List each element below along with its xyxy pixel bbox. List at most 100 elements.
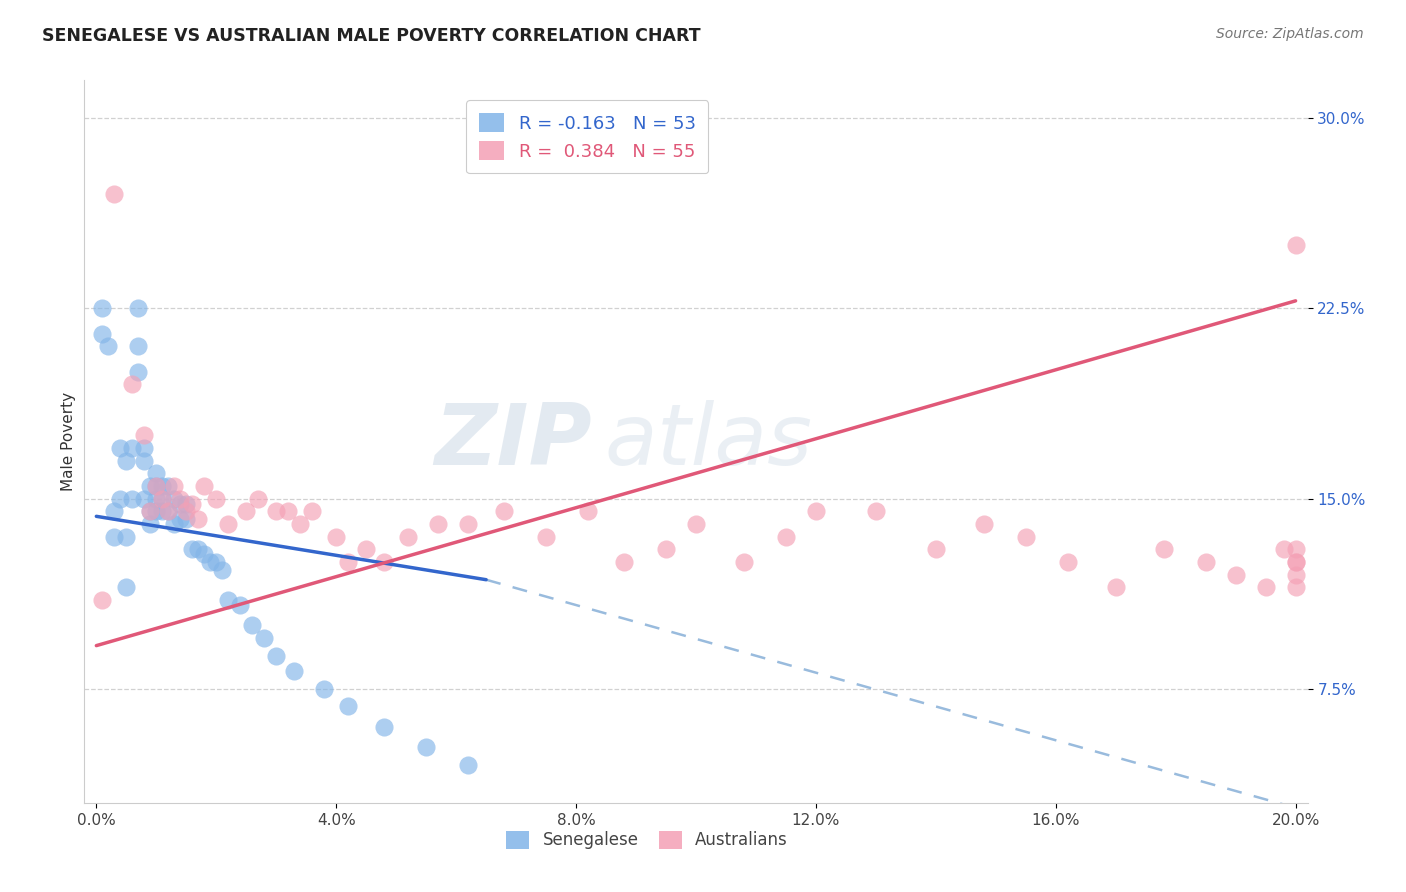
Point (457, 516, 479, 531)
Point (1056, 555, 1078, 569)
Point (174, 512, 197, 526)
Point (103, 530, 125, 544)
Point (150, 504, 173, 518)
Point (314, 681, 336, 696)
Point (1284, 555, 1306, 569)
Text: SENEGALESE VS AUSTRALIAN MALE POVERTY CORRELATION CHART: SENEGALESE VS AUSTRALIAN MALE POVERTY CO… (42, 27, 700, 45)
Point (283, 664, 305, 678)
Point (1284, 542, 1306, 557)
Point (157, 504, 180, 518)
Point (187, 512, 209, 526)
Point (205, 555, 228, 569)
Point (264, 504, 287, 518)
Point (121, 441, 143, 455)
Legend: Senegalese, Australians: Senegalese, Australians (499, 824, 794, 856)
Point (110, 441, 132, 455)
Point (193, 479, 215, 493)
Point (174, 497, 197, 511)
Point (134, 453, 156, 467)
Point (150, 491, 173, 506)
Point (973, 516, 995, 531)
Point (139, 504, 162, 518)
Point (134, 428, 156, 442)
Point (163, 479, 186, 493)
Point (169, 491, 191, 506)
Text: ZIP: ZIP (434, 400, 592, 483)
Point (134, 441, 156, 455)
Point (865, 504, 887, 518)
Point (415, 739, 437, 754)
Point (127, 339, 149, 353)
Point (457, 757, 479, 772)
Point (373, 720, 395, 734)
Point (217, 516, 239, 531)
Point (685, 516, 707, 531)
Point (1284, 567, 1306, 582)
Point (115, 530, 138, 544)
Point (150, 479, 173, 493)
Point (576, 504, 599, 518)
Point (1015, 530, 1038, 544)
Point (354, 542, 377, 557)
Point (205, 491, 228, 506)
Point (1195, 555, 1218, 569)
Point (235, 504, 257, 518)
Point (121, 377, 143, 392)
Point (103, 504, 125, 518)
Point (169, 497, 191, 511)
Point (396, 530, 419, 544)
Point (134, 491, 156, 506)
Point (91, 326, 114, 341)
Point (277, 504, 299, 518)
Point (217, 593, 239, 607)
Point (200, 555, 222, 569)
Point (145, 467, 167, 481)
Point (127, 301, 149, 316)
Point (325, 530, 347, 544)
Point (1254, 580, 1277, 594)
Point (337, 555, 360, 569)
Point (91, 301, 114, 316)
Point (121, 491, 143, 506)
Point (145, 479, 167, 493)
Point (1284, 238, 1306, 252)
Point (115, 580, 138, 594)
Point (733, 555, 755, 569)
Point (253, 631, 276, 645)
Point (240, 618, 263, 632)
Point (157, 504, 180, 518)
Point (110, 491, 132, 506)
Point (97, 339, 120, 353)
Point (229, 598, 252, 612)
Point (139, 479, 162, 493)
Point (115, 453, 138, 467)
Point (1272, 542, 1295, 557)
Point (163, 516, 186, 531)
Point (1105, 580, 1128, 594)
Point (181, 497, 204, 511)
Point (655, 542, 678, 557)
Point (1153, 542, 1175, 557)
Point (494, 504, 516, 518)
Point (337, 699, 360, 714)
Point (373, 555, 395, 569)
Point (91, 593, 114, 607)
Point (1284, 555, 1306, 569)
Point (211, 563, 233, 577)
Point (925, 542, 948, 557)
Point (127, 365, 149, 379)
Point (1225, 567, 1247, 582)
Point (264, 648, 287, 663)
Point (174, 504, 197, 518)
Point (145, 479, 167, 493)
Point (181, 542, 204, 557)
Point (139, 516, 162, 531)
Text: atlas: atlas (605, 400, 813, 483)
Point (247, 491, 270, 506)
Text: Source: ZipAtlas.com: Source: ZipAtlas.com (1216, 27, 1364, 41)
Y-axis label: Male Poverty: Male Poverty (60, 392, 76, 491)
Point (301, 504, 323, 518)
Point (163, 491, 186, 506)
Point (290, 516, 312, 531)
Point (613, 555, 636, 569)
